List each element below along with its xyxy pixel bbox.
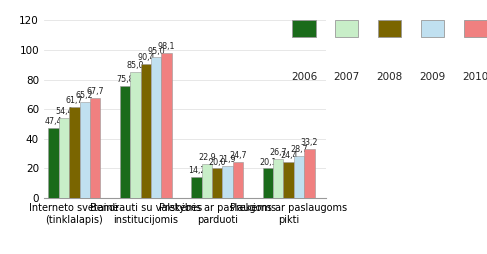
Text: 2008: 2008: [376, 72, 403, 82]
Bar: [283, 162, 294, 198]
Text: 54,4: 54,4: [55, 107, 73, 116]
Bar: [304, 149, 315, 198]
Bar: [233, 162, 243, 198]
Text: 2010: 2010: [462, 72, 487, 82]
Bar: [48, 128, 59, 198]
Bar: [69, 107, 79, 198]
FancyBboxPatch shape: [292, 20, 316, 38]
Text: 14,2: 14,2: [187, 166, 205, 175]
Text: 65,2: 65,2: [76, 91, 94, 100]
Bar: [79, 102, 90, 198]
Bar: [130, 72, 141, 198]
Bar: [191, 177, 202, 198]
Bar: [141, 64, 151, 198]
Text: 2006: 2006: [291, 72, 317, 82]
Text: 61,7: 61,7: [66, 96, 83, 105]
Text: 26,7: 26,7: [269, 148, 287, 157]
Text: 90,4: 90,4: [137, 53, 154, 62]
Text: 28,7: 28,7: [290, 145, 308, 154]
Text: 21,9: 21,9: [219, 155, 236, 164]
Text: 75,8: 75,8: [116, 75, 134, 84]
Text: 24,7: 24,7: [229, 151, 247, 160]
Text: 85,0: 85,0: [127, 61, 144, 70]
Bar: [59, 118, 69, 198]
Bar: [202, 164, 212, 198]
Text: 20,1: 20,1: [259, 157, 277, 167]
Bar: [212, 168, 223, 198]
Text: 47,4: 47,4: [45, 117, 62, 126]
Text: 24,4: 24,4: [280, 151, 298, 160]
FancyBboxPatch shape: [335, 20, 358, 38]
Bar: [151, 57, 161, 198]
Bar: [223, 166, 233, 198]
Text: 67,7: 67,7: [86, 87, 104, 96]
Bar: [90, 98, 100, 198]
Bar: [262, 168, 273, 198]
FancyBboxPatch shape: [378, 20, 401, 38]
Text: 2009: 2009: [419, 72, 446, 82]
Text: 95,0: 95,0: [148, 46, 165, 56]
Text: 98,1: 98,1: [158, 42, 175, 51]
Text: 2007: 2007: [334, 72, 360, 82]
FancyBboxPatch shape: [464, 20, 487, 38]
Bar: [273, 158, 283, 198]
Text: 33,2: 33,2: [300, 138, 318, 147]
Text: 22,9: 22,9: [198, 153, 216, 162]
Bar: [161, 53, 172, 198]
Bar: [294, 156, 304, 198]
Bar: [120, 86, 130, 198]
Text: 20,0: 20,0: [208, 158, 226, 167]
FancyBboxPatch shape: [421, 20, 444, 38]
